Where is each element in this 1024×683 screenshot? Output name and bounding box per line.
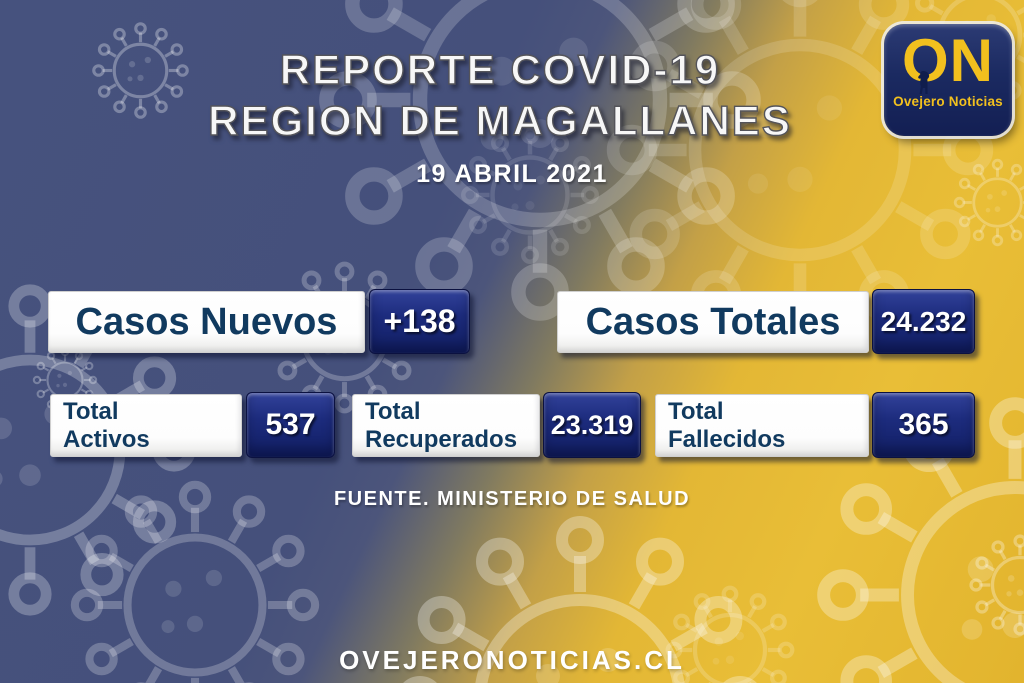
casos-totales-value-card: 24.232 (872, 289, 975, 354)
casos-totales-card: Casos Totales (557, 291, 869, 353)
total-fallecidos-value: 365 (898, 408, 949, 441)
total-activos-value-card: 537 (246, 392, 335, 458)
total-recuperados-value-card: 23.319 (543, 392, 641, 458)
casos-nuevos-value: +138 (383, 303, 456, 339)
casos-nuevos-card: Casos Nuevos (48, 291, 365, 353)
total-activos-card: Total Activos (50, 394, 242, 457)
page-title-line1: REPORTE COVID-19 (279, 45, 721, 93)
report-date: 19 ABRIL 2021 (416, 160, 608, 188)
total-activos-value: 537 (265, 408, 316, 441)
casos-totales-label: Casos Totales (585, 300, 841, 343)
total-fallecidos-label: Total Fallecidos (668, 397, 786, 453)
casos-totales-value: 24.232 (880, 305, 967, 337)
website-text: OVEJERONOTICIAS.CL (339, 645, 685, 675)
total-recuperados-value: 23.319 (550, 409, 634, 440)
total-recuperados-card: Total Recuperados (352, 394, 540, 457)
coronavirus-icon (463, 128, 597, 262)
page-title: REPORTE COVID-19 REGION DE MAGALLANES (0, 44, 1000, 146)
data-source-text: FUENTE. MINISTERIO DE SALUD (333, 488, 691, 510)
coronavirus-icon (969, 534, 1024, 636)
casos-nuevos-label: Casos Nuevos (75, 300, 338, 343)
page-title-line2: REGION DE MAGALLANES (207, 96, 792, 144)
logo-name: Ovejero Noticias (893, 94, 1003, 109)
logo-initials: ON (902, 27, 994, 94)
ovejero-noticias-logo: ON Ovejero Noticias (884, 24, 1012, 136)
total-fallecidos-card: Total Fallecidos (655, 394, 869, 457)
total-recuperados-label: Total Recuperados (365, 397, 518, 453)
total-activos-label: Total Activos (63, 397, 150, 453)
sheepdog-silhouette-icon (918, 71, 930, 94)
total-fallecidos-value-card: 365 (872, 392, 975, 458)
casos-nuevos-value-card: +138 (369, 289, 470, 354)
